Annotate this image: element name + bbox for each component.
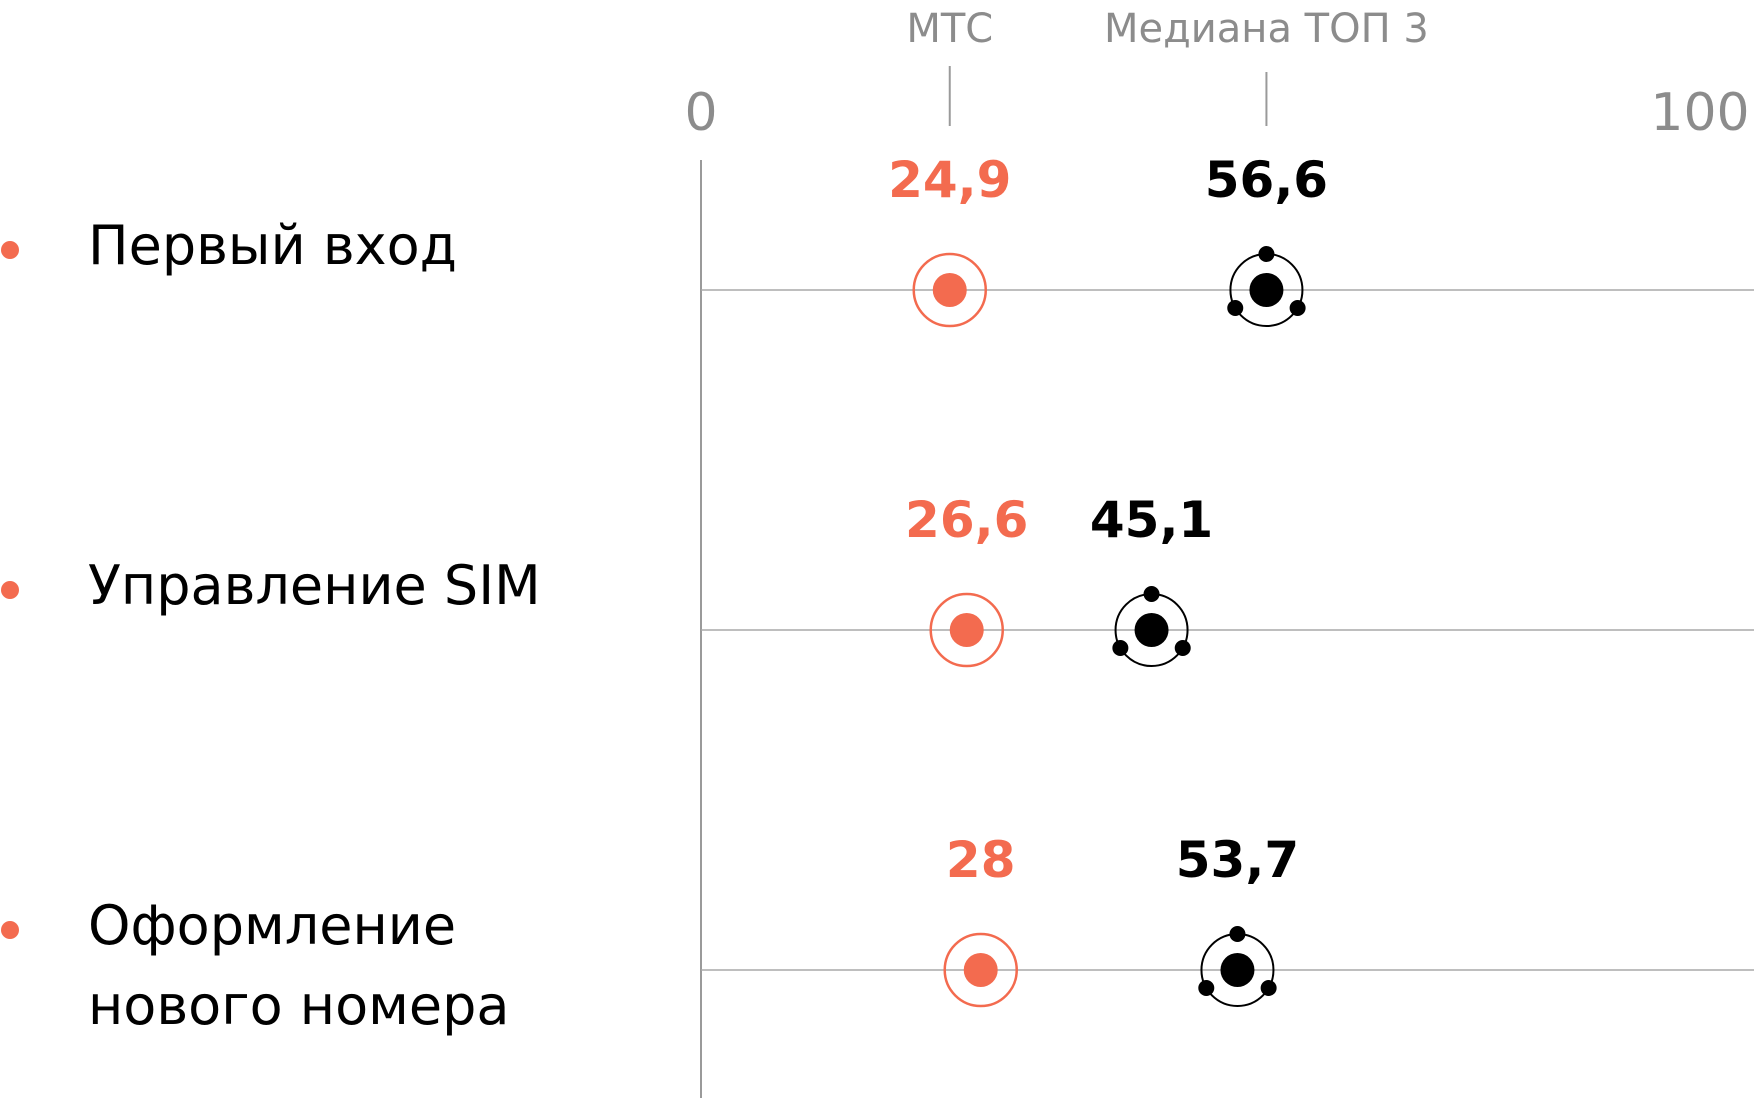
category-label: Оформление (88, 894, 456, 957)
median-satellite-dot (1260, 980, 1277, 996)
markers: 24,9 26,6 28 56,6 45,1 53,7 (888, 151, 1328, 1008)
category-label: нового номера (88, 974, 509, 1037)
median-data-label: 56,6 (1205, 151, 1328, 209)
median-data-label: 53,7 (1176, 831, 1299, 889)
median-satellite-dot (1229, 926, 1246, 942)
mts-data-label: 26,6 (905, 491, 1028, 549)
category-bullet (1, 921, 19, 939)
legend: МТС Медиана ТОП 3 (906, 6, 1429, 126)
mts-ring (943, 932, 1018, 1008)
category-label: Управление SIM (88, 554, 541, 617)
mts-data-label: 28 (946, 831, 1016, 889)
median-satellite-dot (1227, 300, 1244, 316)
x-tick-label: 0 (684, 83, 717, 143)
median-point (1134, 613, 1169, 647)
median-satellite-dot (1289, 300, 1306, 316)
category-labels: Первый вход Управление SIM Оформление новог… (1, 214, 541, 1037)
legend-label: Медиана ТОП 3 (1104, 6, 1429, 52)
median-satellite-dot (1198, 980, 1215, 996)
mts-point (932, 273, 967, 307)
category-bullet (1, 581, 19, 599)
x-tick-label: 100 (1650, 83, 1749, 143)
mts-data-label: 24,9 (888, 151, 1011, 209)
category-bullet (1, 241, 19, 259)
median-data-label: 45,1 (1090, 491, 1213, 549)
median-satellite-dot (1143, 586, 1160, 602)
category-label: Первый вход (88, 214, 457, 277)
median-point (1249, 273, 1284, 307)
legend-label: МТС (906, 6, 993, 52)
median-satellite-dot (1258, 246, 1275, 262)
mts-ring (912, 252, 988, 328)
median-satellite-dot (1174, 640, 1191, 656)
mts-ring (929, 592, 1004, 668)
mts-point (949, 613, 984, 647)
mts-point (963, 953, 998, 987)
axis-layer: 0 100 (684, 83, 1754, 1098)
median-satellite-dot (1112, 640, 1129, 656)
median-point (1220, 953, 1255, 987)
